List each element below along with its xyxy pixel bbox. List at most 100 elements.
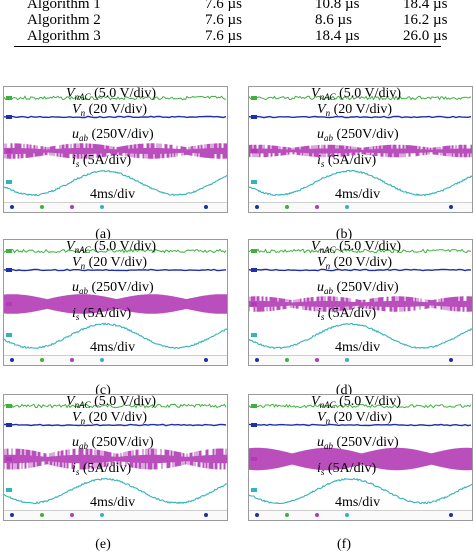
is-label: is (5A/div) — [72, 306, 132, 322]
oscilloscope-panel-e: VnAC (5.0 V/div) Vn (20 V/div) uab (250V… — [3, 394, 228, 521]
vnac-label: VnAC (5.0 V/div) — [311, 239, 402, 255]
status-dot — [345, 205, 349, 209]
status-dot — [10, 513, 14, 517]
is-label: is (5A/div) — [317, 461, 377, 477]
status-dot — [449, 513, 453, 517]
table-row: Algorithm 1 7.6 µs 10.8 µs 18.4 µs — [0, 0, 474, 13]
uab-label: uab (250V/div) — [317, 280, 399, 296]
oscilloscope-panel-a: VnAC (5.0 V/div) Vn (20 V/div) uab (250V… — [3, 86, 228, 213]
vn-label: Vn (20 V/div) — [72, 410, 148, 426]
is-trace — [249, 322, 472, 350]
vnac-label: VnAC (5.0 V/div) — [66, 239, 157, 255]
status-dot — [285, 358, 289, 362]
waveform-plot — [249, 95, 472, 197]
waveform-plot — [249, 248, 472, 350]
is-label: is (5A/div) — [317, 306, 377, 322]
table-bottom-rule — [14, 46, 441, 47]
status-dot — [70, 513, 74, 517]
waveform-plot — [249, 403, 472, 505]
channel-marker — [251, 96, 257, 100]
channel-marker — [6, 96, 12, 100]
uab-label: uab (250V/div) — [72, 280, 154, 296]
channel-marker — [6, 488, 12, 492]
table-cell: Algorithm 3 — [27, 28, 101, 44]
vn-trace — [4, 115, 227, 119]
time-scale-label: 4ms/div — [335, 495, 381, 510]
status-dot — [449, 358, 453, 362]
channel-marker — [251, 457, 257, 461]
uab-trace — [4, 448, 227, 470]
status-dot — [100, 358, 104, 362]
status-dot — [100, 205, 104, 209]
table-cell: Algorithm 1 — [27, 0, 101, 12]
is-label: is (5A/div) — [72, 461, 132, 477]
time-scale-label: 4ms/div — [335, 340, 381, 355]
vnac-label: VnAC (5.0 V/div) — [311, 86, 402, 102]
panel-caption: (a) — [95, 227, 111, 242]
status-dot — [10, 358, 14, 362]
channel-marker — [251, 115, 257, 119]
status-dot — [255, 513, 259, 517]
vnac-trace — [4, 248, 227, 254]
waveform-plot — [4, 403, 227, 505]
status-dot — [345, 513, 349, 517]
table-cell: 18.4 µs — [403, 0, 448, 12]
uab-label: uab (250V/div) — [72, 435, 154, 451]
oscilloscope-panel-d: VnAC (5.0 V/div) Vn (20 V/div) uab (250V… — [248, 239, 473, 366]
table-cell: 7.6 µs — [205, 0, 242, 12]
status-dot — [70, 205, 74, 209]
waveform-plot — [4, 95, 227, 197]
status-dot — [204, 205, 208, 209]
table-row: Algorithm 2 7.6 µs 8.6 µs 16.2 µs — [0, 12, 474, 29]
oscilloscope-panel-b: VnAC (5.0 V/div) Vn (20 V/div) uab (250V… — [248, 86, 473, 213]
table-cell: 7.6 µs — [205, 28, 242, 44]
status-dot — [40, 205, 44, 209]
vnac-label: VnAC (5.0 V/div) — [66, 394, 157, 410]
channel-marker — [251, 404, 257, 408]
channel-marker — [251, 249, 257, 253]
timing-table: Algorithm 1 7.6 µs 10.8 µs 18.4 µs Algor… — [0, 0, 474, 48]
vnac-trace — [249, 95, 472, 101]
is-label: is (5A/div) — [72, 153, 132, 169]
vn-label: Vn (20 V/div) — [317, 410, 393, 426]
channel-marker — [251, 149, 257, 153]
is-trace — [249, 169, 472, 197]
channel-marker — [6, 115, 12, 119]
vnac-label: VnAC (5.0 V/div) — [66, 86, 157, 102]
vnac-label: VnAC (5.0 V/div) — [311, 394, 402, 410]
status-dot — [255, 205, 259, 209]
scope-status-bar — [4, 355, 227, 365]
vnac-trace — [249, 403, 472, 409]
table-cell: 8.6 µs — [315, 12, 352, 28]
uab-label: uab (250V/div) — [317, 435, 399, 451]
time-scale-label: 4ms/div — [90, 340, 136, 355]
channel-marker — [6, 457, 12, 461]
channel-marker — [6, 404, 12, 408]
status-dot — [315, 205, 319, 209]
vn-trace — [4, 268, 227, 272]
uab-label: uab (250V/div) — [72, 127, 154, 143]
is-trace — [249, 477, 472, 505]
table-cell: Algorithm 2 — [27, 12, 101, 28]
status-dot — [100, 513, 104, 517]
scope-status-bar — [249, 510, 472, 520]
channel-marker — [6, 149, 12, 153]
status-dot — [204, 358, 208, 362]
uab-trace — [249, 447, 472, 471]
channel-marker — [6, 302, 12, 306]
time-scale-label: 4ms/div — [335, 187, 381, 202]
vn-trace — [249, 423, 472, 427]
table-cell: 10.8 µs — [315, 0, 360, 12]
scope-status-bar — [4, 202, 227, 212]
panel-caption: (b) — [335, 227, 353, 242]
channel-marker — [251, 268, 257, 272]
uab-trace — [249, 296, 472, 312]
channel-marker — [251, 488, 257, 492]
status-dot — [204, 513, 208, 517]
channel-marker — [251, 423, 257, 427]
waveform-plot — [4, 248, 227, 350]
channel-marker — [6, 268, 12, 272]
channel-marker — [6, 180, 12, 184]
status-dot — [70, 358, 74, 362]
time-scale-label: 4ms/div — [90, 495, 136, 510]
